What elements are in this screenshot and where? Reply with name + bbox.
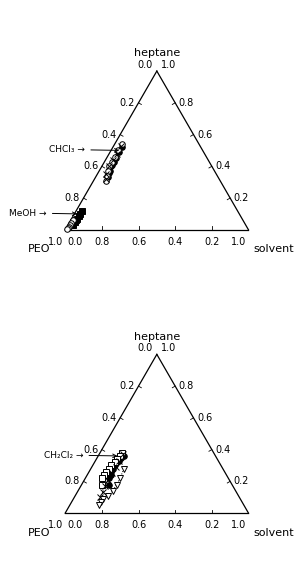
Text: 0.2: 0.2	[204, 237, 219, 247]
Text: 1.0: 1.0	[161, 60, 177, 70]
Text: 0.6: 0.6	[131, 237, 146, 247]
Text: 0.6: 0.6	[197, 413, 212, 423]
Text: 1.0: 1.0	[48, 520, 63, 530]
Text: 0.2: 0.2	[234, 193, 249, 203]
Text: heptane: heptane	[134, 332, 180, 342]
Text: PEO: PEO	[28, 528, 51, 538]
Text: 0.6: 0.6	[197, 130, 212, 139]
Text: MeOH →: MeOH →	[9, 209, 76, 217]
Text: CH₂Cl₂ →: CH₂Cl₂ →	[44, 451, 116, 459]
Text: 0.8: 0.8	[179, 98, 194, 108]
Text: 0.0: 0.0	[137, 60, 152, 70]
Text: PEO: PEO	[28, 244, 51, 254]
Text: 0.8: 0.8	[94, 520, 109, 530]
Text: 0.0: 0.0	[137, 343, 152, 353]
Text: 0.4: 0.4	[215, 445, 231, 455]
Text: 0.0: 0.0	[67, 237, 82, 247]
Text: 0.8: 0.8	[94, 237, 109, 247]
Text: 0.4: 0.4	[215, 161, 231, 171]
Text: 0.8: 0.8	[179, 381, 194, 391]
Text: 0.4: 0.4	[168, 520, 183, 530]
Text: 1.0: 1.0	[48, 237, 63, 247]
Text: 0.6: 0.6	[83, 445, 98, 455]
Text: 0.6: 0.6	[131, 520, 146, 530]
Text: 0.2: 0.2	[119, 98, 135, 108]
Text: 0.4: 0.4	[168, 237, 183, 247]
Text: 1.0: 1.0	[231, 520, 247, 530]
Text: 0.2: 0.2	[119, 381, 135, 391]
Text: 0.4: 0.4	[101, 413, 117, 423]
Text: solvent: solvent	[254, 528, 295, 538]
Text: 0.8: 0.8	[65, 193, 80, 203]
Text: CHCl₃ →: CHCl₃ →	[49, 145, 118, 154]
Text: 0.8: 0.8	[65, 476, 80, 486]
Text: 0.2: 0.2	[204, 520, 219, 530]
Text: 0.2: 0.2	[234, 476, 249, 486]
Text: heptane: heptane	[134, 48, 180, 58]
Text: 0.0: 0.0	[67, 520, 82, 530]
Text: 0.6: 0.6	[83, 161, 98, 171]
Text: 1.0: 1.0	[161, 343, 177, 353]
Text: 0.4: 0.4	[101, 130, 117, 139]
Text: solvent: solvent	[254, 244, 295, 254]
Text: 1.0: 1.0	[231, 237, 247, 247]
